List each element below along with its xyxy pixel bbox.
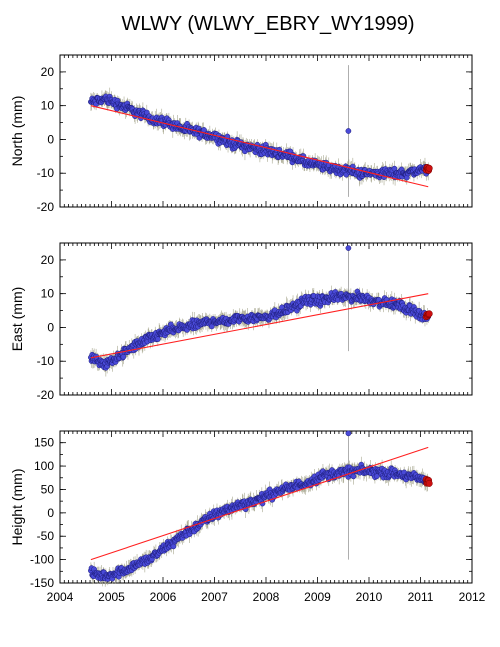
x-tick-label: 2010 (356, 590, 383, 604)
x-tick-label: 2009 (304, 590, 331, 604)
y-tick-label: 0 (47, 506, 54, 520)
y-axis-label: East (mm) (9, 287, 25, 352)
data-points (88, 245, 432, 371)
recent-point (425, 164, 433, 172)
y-tick-label: -20 (37, 388, 55, 402)
x-tick-label: 2008 (253, 590, 280, 604)
data-point (154, 336, 161, 342)
y-axis-label: North (mm) (9, 96, 25, 167)
x-tick-label: 2005 (98, 590, 125, 604)
y-tick-label: -20 (37, 200, 55, 214)
y-tick-label: -10 (37, 166, 55, 180)
y-tick-label: -100 (30, 553, 54, 567)
y-tick-label: 0 (47, 132, 54, 146)
y-ticks: -150 -100 -50 0 50 100 150 (30, 430, 472, 590)
x-tick-labels: 2004 2005 2006 2007 2008 2009 2010 2011 2012 (47, 590, 486, 604)
y-tick-label: -50 (37, 529, 55, 543)
plot-frame (59, 54, 473, 208)
x-tick-label: 2007 (201, 590, 228, 604)
data-point (120, 353, 127, 360)
y-tick-label: 150 (34, 436, 54, 450)
y-tick-label: 10 (41, 99, 55, 113)
y-tick-label: 10 (41, 287, 55, 301)
x-minor-ticks (59, 431, 473, 583)
x-minor-ticks (59, 243, 473, 395)
y-tick-label: -150 (30, 576, 54, 590)
y-tick-label: 0 (47, 320, 54, 334)
figure-title: WLWY (WLWY_EBRY_WY1999) (121, 13, 414, 35)
outlier-point (345, 245, 352, 251)
panel-2: -20 -10 0 10 20 East (mm) (9, 242, 473, 402)
trend-line (90, 105, 429, 188)
y-tick-label: 100 (34, 459, 54, 473)
y-ticks: -20 -10 0 10 20 (37, 242, 472, 402)
y-ticks: -20 -10 0 10 20 (37, 54, 472, 214)
y-tick-label: 50 (41, 482, 55, 496)
data-point (170, 543, 177, 550)
x-minor-ticks (59, 55, 473, 207)
y-axis-label: Height (mm) (9, 468, 25, 545)
recent-point (425, 479, 433, 487)
x-tick-label: 2012 (459, 590, 486, 604)
data-point (208, 323, 215, 330)
data-point (350, 473, 357, 480)
panel-1: -20 -10 0 10 20 North (mm) (9, 54, 473, 214)
outlier-point (345, 128, 352, 134)
outlier-point (345, 430, 352, 437)
y-tick-label: -10 (37, 354, 55, 368)
data-points (88, 430, 432, 582)
x-tick-label: 2006 (150, 590, 177, 604)
y-tick-label: 20 (41, 65, 55, 79)
trend-line (90, 446, 429, 561)
recent-point (425, 310, 433, 318)
y-tick-label: 20 (41, 253, 55, 267)
x-tick-label: 2011 (408, 590, 434, 604)
x-tick-label: 2004 (47, 590, 74, 604)
trend-line (90, 293, 429, 359)
